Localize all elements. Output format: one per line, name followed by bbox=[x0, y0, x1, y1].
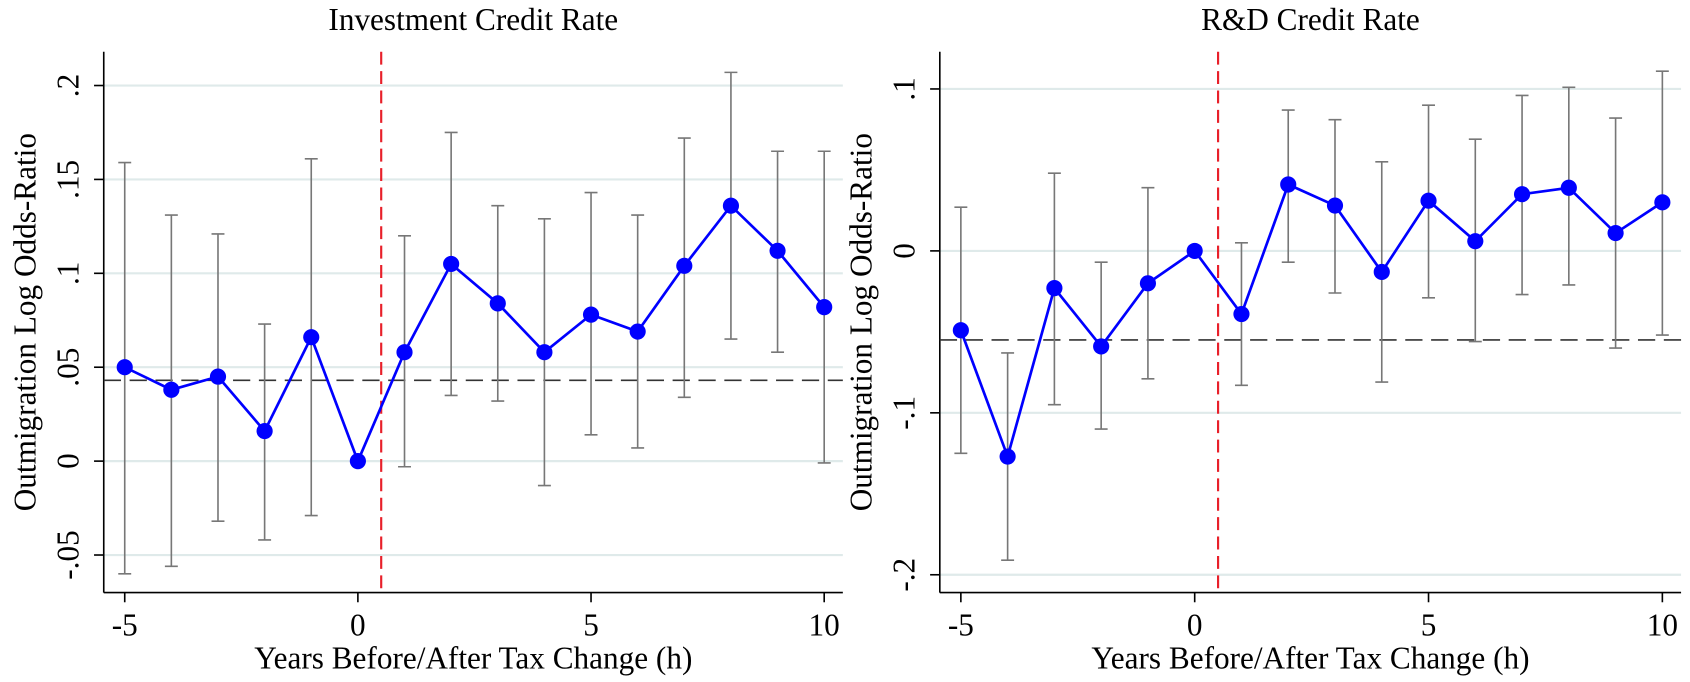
data-point bbox=[1233, 305, 1250, 323]
y-tick-label: .1 bbox=[51, 262, 86, 285]
y-tick-label: .1 bbox=[887, 77, 922, 100]
data-point bbox=[209, 368, 227, 385]
x-axis-label: Years Before/After Tax Change (h) bbox=[1091, 641, 1529, 676]
data-point bbox=[1513, 186, 1531, 203]
data-point bbox=[256, 422, 273, 440]
data-point bbox=[1467, 233, 1484, 250]
series-line bbox=[959, 182, 1664, 461]
y-tick-label: -.1 bbox=[887, 396, 922, 430]
data-point bbox=[303, 329, 320, 346]
data-point bbox=[443, 255, 460, 273]
data-point bbox=[1046, 280, 1063, 297]
data-point bbox=[1560, 179, 1577, 196]
data-point bbox=[1420, 192, 1437, 209]
data-point bbox=[816, 299, 833, 316]
y-tick-label: .15 bbox=[51, 160, 86, 199]
y-tick-label: .2 bbox=[51, 74, 86, 97]
data-point bbox=[1093, 338, 1110, 355]
data-point bbox=[536, 344, 553, 361]
x-tick-label: 0 bbox=[1187, 607, 1203, 642]
data-point bbox=[1139, 275, 1157, 292]
y-tick-label: 0 bbox=[887, 243, 922, 259]
data-point bbox=[582, 306, 600, 323]
data-point bbox=[116, 359, 133, 376]
x-tick-label: 5 bbox=[1421, 607, 1437, 642]
data-point bbox=[1373, 263, 1390, 281]
data-point bbox=[722, 197, 740, 214]
x-tick-label: -5 bbox=[948, 607, 974, 642]
x-tick-label: -5 bbox=[112, 607, 138, 642]
data-point bbox=[769, 242, 786, 259]
x-tick-label: 0 bbox=[350, 607, 366, 642]
x-tick-label: 10 bbox=[1647, 607, 1678, 642]
x-tick-label: 10 bbox=[809, 607, 840, 642]
data-point bbox=[999, 448, 1016, 465]
data-point bbox=[1280, 176, 1297, 193]
y-tick-label: .05 bbox=[51, 348, 86, 387]
data-point bbox=[676, 257, 693, 274]
data-point bbox=[1607, 225, 1624, 242]
chart-title: Investment Credit Rate bbox=[328, 2, 618, 37]
data-point bbox=[489, 295, 506, 312]
data-point bbox=[952, 322, 969, 339]
data-point bbox=[1654, 194, 1671, 211]
chart-title: R&D Credit Rate bbox=[1201, 2, 1420, 37]
y-tick-label: -.05 bbox=[51, 530, 86, 579]
data-point bbox=[349, 453, 366, 470]
data-point bbox=[396, 344, 413, 361]
y-tick-label: -.2 bbox=[887, 558, 922, 592]
x-axis-label: Years Before/After Tax Change (h) bbox=[254, 641, 692, 676]
data-point bbox=[629, 323, 646, 340]
y-axis-label: Outmigration Log Odds-Ratio bbox=[844, 133, 879, 511]
data-point bbox=[1326, 197, 1344, 214]
x-tick-label: 5 bbox=[583, 607, 599, 642]
series-line bbox=[124, 203, 826, 465]
data-point bbox=[1186, 242, 1203, 259]
y-axis-label: Outmigration Log Odds-Ratio bbox=[7, 133, 42, 511]
data-point bbox=[163, 381, 180, 398]
y-tick-label: 0 bbox=[51, 453, 86, 469]
